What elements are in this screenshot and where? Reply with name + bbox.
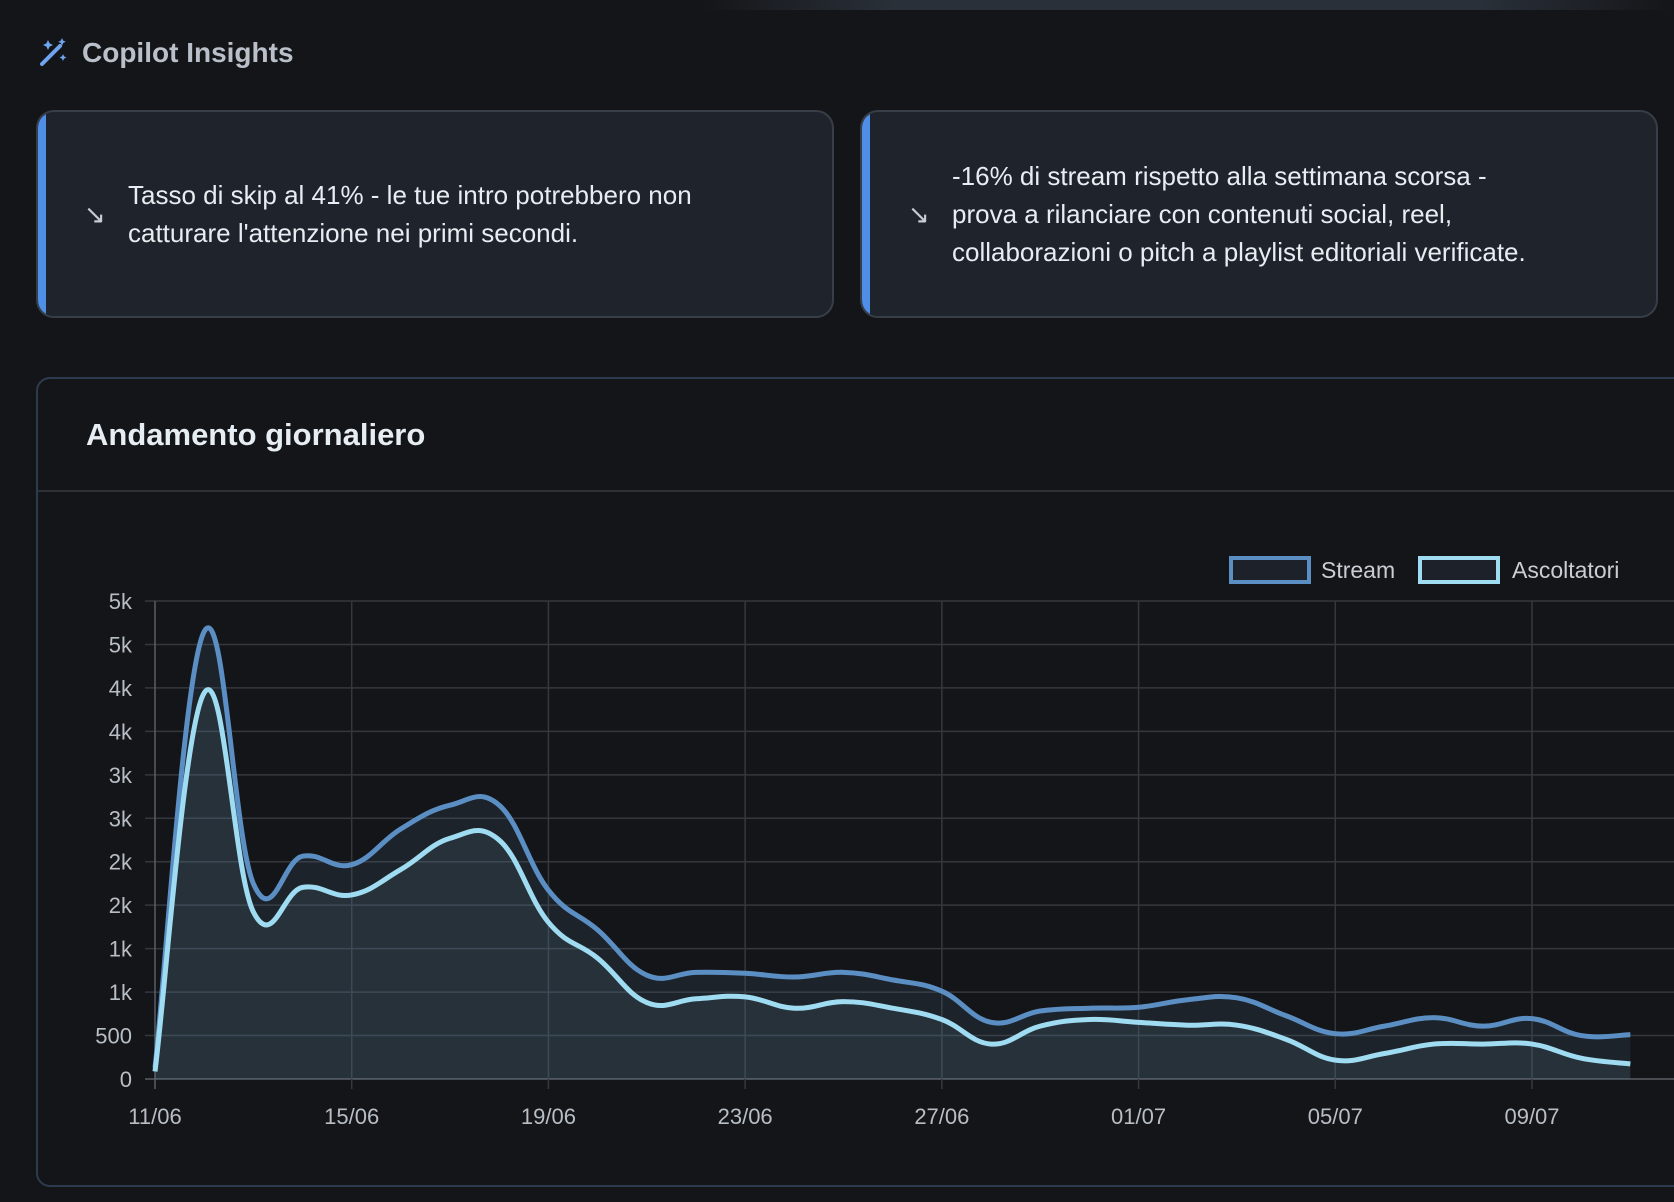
insight-text-line: collaborazioni o pitch a playlist editor… bbox=[952, 237, 1526, 267]
y-tick-label: 5k bbox=[109, 632, 133, 657]
y-tick-label: 4k bbox=[109, 719, 133, 744]
insight-text: -16% di stream rispetto alla settimana s… bbox=[952, 157, 1620, 271]
legend-swatch[interactable] bbox=[1229, 556, 1311, 584]
insight-text-line: catturare l'attenzione nei primi secondi… bbox=[128, 218, 579, 248]
insights-title: Copilot Insights bbox=[82, 37, 294, 68]
top-toolbar-edge bbox=[700, 0, 1674, 10]
series-line-stream bbox=[152, 625, 1631, 1068]
x-tick-label: 09/07 bbox=[1504, 1104, 1559, 1129]
insight-card-streams-change: ↘ -16% di stream rispetto alla settimana… bbox=[860, 110, 1658, 318]
trend-down-arrow-icon: ↘ bbox=[908, 198, 930, 229]
y-tick-label: 1k bbox=[109, 980, 133, 1005]
trend-down-arrow-icon: ↘ bbox=[84, 198, 106, 229]
series-line-ascoltatori bbox=[152, 687, 1631, 1072]
y-tick-label: 2k bbox=[109, 850, 133, 875]
magic-wand-sparkles-icon bbox=[40, 38, 67, 66]
panel-title: Andamento giornaliero bbox=[86, 417, 426, 452]
y-tick-label: 3k bbox=[109, 763, 133, 788]
x-tick-label: 23/06 bbox=[718, 1104, 773, 1129]
y-tick-label: 4k bbox=[109, 676, 133, 701]
insight-text-line: Tasso di skip al 41% - le tue intro potr… bbox=[128, 180, 692, 210]
x-tick-label: 01/07 bbox=[1111, 1104, 1166, 1129]
insight-text-line: -16% di stream rispetto alla settimana s… bbox=[952, 161, 1487, 191]
insight-text: Tasso di skip al 41% - le tue intro potr… bbox=[128, 176, 796, 252]
y-tick-label: 5k bbox=[109, 589, 133, 614]
x-tick-label: 19/06 bbox=[521, 1104, 576, 1129]
insights-header: Copilot Insights bbox=[36, 36, 294, 70]
x-tick-label: 27/06 bbox=[914, 1104, 969, 1129]
y-tick-label: 0 bbox=[120, 1067, 132, 1092]
insight-card-skip-rate: ↘ Tasso di skip al 41% - le tue intro po… bbox=[36, 110, 834, 318]
x-tick-label: 15/06 bbox=[324, 1104, 379, 1129]
series-area-stream bbox=[155, 627, 1631, 1079]
x-tick-label: 05/07 bbox=[1308, 1104, 1363, 1129]
y-tick-label: 2k bbox=[109, 893, 133, 918]
legend-swatch[interactable] bbox=[1418, 556, 1500, 584]
panel-divider bbox=[38, 490, 1674, 492]
series-area-ascoltatori bbox=[155, 689, 1631, 1079]
insight-text-line: prova a rilanciare con contenuti social,… bbox=[952, 199, 1453, 229]
y-tick-label: 500 bbox=[95, 1024, 132, 1049]
x-tick-label: 11/06 bbox=[128, 1104, 181, 1129]
y-tick-label: 3k bbox=[109, 806, 133, 831]
y-tick-label: 1k bbox=[109, 937, 133, 962]
legend-label[interactable]: Ascoltatori bbox=[1512, 557, 1619, 583]
legend-label[interactable]: Stream bbox=[1321, 557, 1395, 583]
